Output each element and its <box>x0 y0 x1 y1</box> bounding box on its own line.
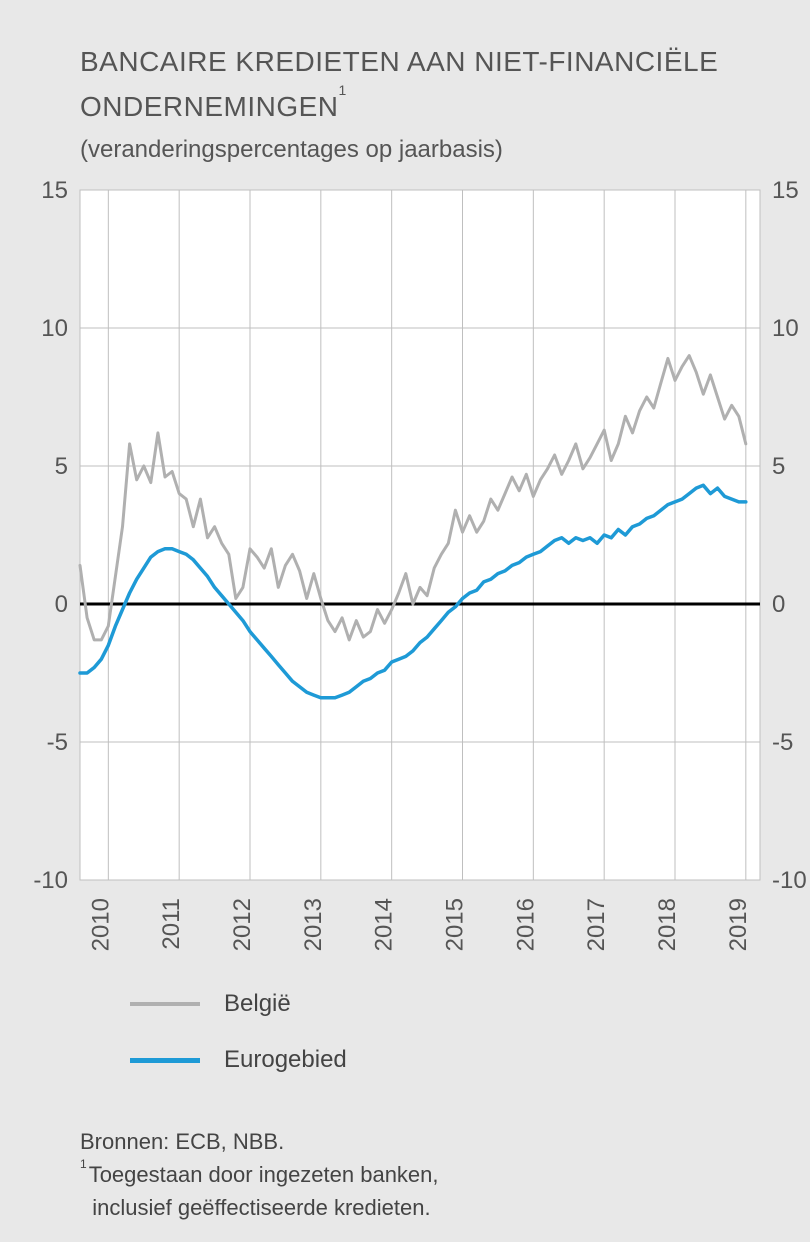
footnote-1: 1Toegestaan door ingezeten banken, inclu… <box>80 1158 770 1224</box>
footnotes: Bronnen: ECB, NBB. 1Toegestaan door inge… <box>80 1125 770 1224</box>
title-line2: ONDERNEMINGEN <box>80 91 339 122</box>
svg-text:5: 5 <box>772 453 785 480</box>
chart-svg: -10 -10 -5 -5 0 0 5 5 10 10 15 15 2010 2011 2012 2013 20… <box>0 180 810 960</box>
legend: België Eurogebied <box>130 990 347 1102</box>
svg-text:-5: -5 <box>47 729 68 756</box>
svg-text:2017: 2017 <box>583 898 610 951</box>
legend-swatch <box>130 1002 200 1006</box>
legend-swatch <box>130 1058 200 1063</box>
svg-text:2015: 2015 <box>442 898 469 951</box>
svg-text:2011: 2011 <box>158 898 185 950</box>
chart-area: -10 -10 -5 -5 0 0 5 5 10 10 15 15 2010 2011 2012 2013 20… <box>0 180 810 960</box>
svg-text:0: 0 <box>55 591 68 618</box>
footnote-line2: inclusief geëffectiseerde kredieten. <box>92 1195 430 1220</box>
svg-text:5: 5 <box>55 453 68 480</box>
legend-item: Eurogebied <box>130 1046 347 1074</box>
svg-text:10: 10 <box>41 315 68 342</box>
svg-text:10: 10 <box>772 315 799 342</box>
svg-text:0: 0 <box>772 591 785 618</box>
chart-subtitle: (veranderingspercentages op jaarbasis) <box>80 136 770 164</box>
legend-label: België <box>224 990 291 1018</box>
footnote-line1: Toegestaan door ingezeten banken, <box>89 1162 439 1187</box>
sources-line: Bronnen: ECB, NBB. <box>80 1125 770 1158</box>
svg-text:2013: 2013 <box>300 898 327 951</box>
svg-text:2018: 2018 <box>654 898 681 951</box>
svg-text:15: 15 <box>772 180 799 204</box>
legend-item: België <box>130 990 347 1018</box>
svg-text:15: 15 <box>41 180 68 204</box>
title-block: BANCAIRE KREDIETEN AAN NIET-FINANCIËLE O… <box>80 40 770 164</box>
svg-text:2012: 2012 <box>229 898 256 951</box>
svg-text:2014: 2014 <box>371 898 398 951</box>
svg-text:-5: -5 <box>772 729 793 756</box>
svg-text:2016: 2016 <box>512 898 539 951</box>
legend-label: Eurogebied <box>224 1046 347 1074</box>
figure-container: BANCAIRE KREDIETEN AAN NIET-FINANCIËLE O… <box>0 0 810 1242</box>
title-line1: BANCAIRE KREDIETEN AAN NIET-FINANCIËLE <box>80 46 718 77</box>
chart-title: BANCAIRE KREDIETEN AAN NIET-FINANCIËLE O… <box>80 40 770 130</box>
svg-text:2010: 2010 <box>87 898 114 951</box>
footnote-sup: 1 <box>80 1157 87 1171</box>
title-superscript: 1 <box>339 82 347 98</box>
svg-text:2019: 2019 <box>725 898 752 951</box>
svg-text:-10: -10 <box>772 867 807 894</box>
svg-text:-10: -10 <box>33 867 68 894</box>
